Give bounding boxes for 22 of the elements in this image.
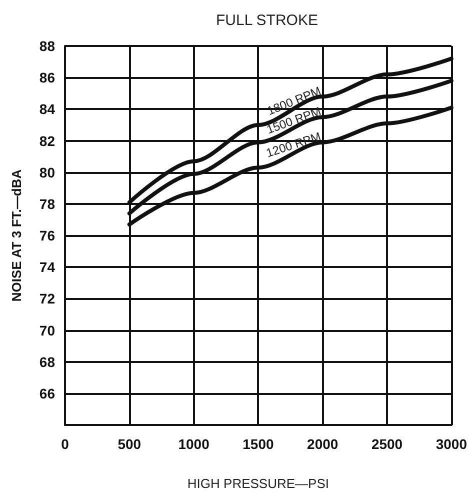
x-tick-label: 0 bbox=[61, 436, 70, 452]
y-tick-label: 84 bbox=[39, 101, 56, 118]
y-tick-label: 74 bbox=[39, 259, 56, 276]
y-tick-label: 82 bbox=[39, 132, 56, 149]
x-axis-title: HIGH PRESSURE—PSI bbox=[187, 476, 330, 491]
x-tick-label: 2000 bbox=[307, 436, 338, 452]
x-tick-label: 1500 bbox=[242, 436, 274, 452]
y-axis-title: NOISE AT 3 FT.—dBA bbox=[9, 168, 24, 302]
y-tick-label: 86 bbox=[39, 70, 56, 86]
x-tick-label: 2500 bbox=[371, 436, 403, 452]
y-tick-label: 66 bbox=[39, 385, 56, 402]
y-tick-label: 68 bbox=[39, 354, 56, 370]
chart-title: FULL STROKE bbox=[216, 12, 318, 29]
y-tick-label: 70 bbox=[39, 322, 56, 338]
y-tick-label: 76 bbox=[39, 228, 56, 244]
x-tick-label: 3000 bbox=[436, 436, 468, 452]
x-tick-label: 500 bbox=[118, 436, 142, 452]
y-tick-label: 88 bbox=[39, 38, 56, 54]
y-tick-label: 72 bbox=[39, 290, 56, 307]
y-tick-label: 78 bbox=[39, 196, 56, 212]
x-tick-label: 1000 bbox=[178, 436, 210, 452]
y-tick-label: 80 bbox=[39, 164, 56, 180]
